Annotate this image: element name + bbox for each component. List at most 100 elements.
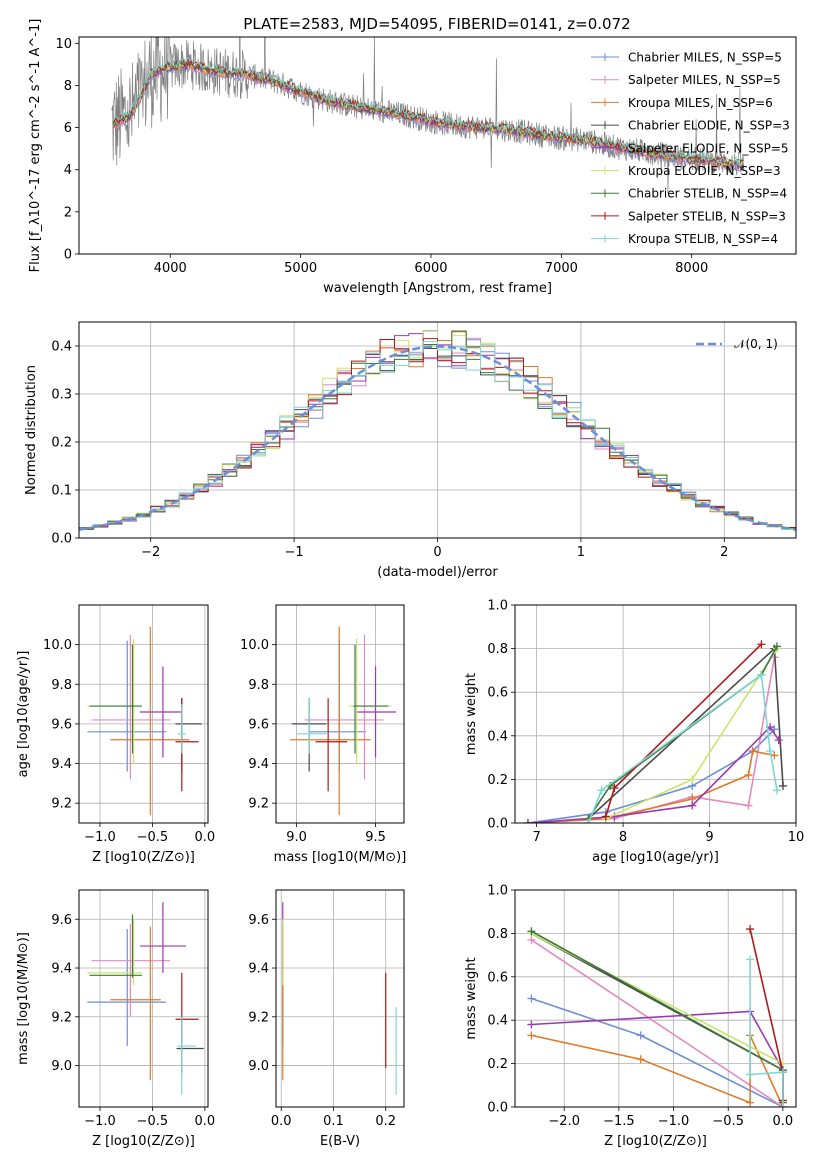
x-tick-label: 8: [619, 830, 627, 845]
x-axis-label: wavelength [Angstrom, rest frame]: [323, 281, 552, 296]
y-axis-label: mass [log10(M/M⊙)]: [16, 932, 31, 1065]
x-axis-label: age [log10(age/yr)]: [592, 850, 719, 865]
weight-point-kroupa_stelib: [746, 955, 755, 964]
y-tick-label: 9.6: [51, 717, 72, 732]
axes-frame: [514, 604, 797, 824]
y-tick-label: 9.4: [51, 757, 72, 772]
panel-z_weight: −2.0 −1.5 −1.0 −0.5 0.0 0.0 0.2 0.4 0.6 0.8 1.0 Z […: [464, 884, 797, 1149]
panel-z_age: −1.0 −0.5 0.0 9.2 9.4 9.6 9.8 10.0 Z [log10(Z/Z⊙…: [16, 604, 216, 865]
y-tick-label: 9.6: [51, 913, 72, 928]
axes-frame: [514, 889, 797, 1108]
x-tick-label: 0.0: [271, 1114, 292, 1129]
y-tick-label: 0.6: [487, 970, 508, 985]
y-tick-label: 10.0: [240, 638, 269, 653]
y-tick-label: 9.4: [51, 962, 72, 977]
y-tick-label: 10.0: [43, 638, 72, 653]
weight-point-chabrier_elodie: [779, 781, 788, 790]
weight-point-salpeter_stelib: [610, 784, 619, 793]
observed-spectrum: [111, 37, 744, 194]
weight-point-salpeter_elodie: [774, 736, 783, 745]
normal-curve: [79, 345, 796, 531]
model-chabrier_stelib: [112, 59, 745, 167]
panel-mass_age: 9.0 9.5 9.2 9.4 9.6 9.8 10.0 mass [log10(M/M⊙)]: [240, 604, 407, 865]
panel-ebv_mass: 0.0 0.1 0.2 9.0 9.2 9.4 9.6 E(B-V): [248, 889, 405, 1149]
legend-label: Chabrier MILES, N_SSP=5: [628, 51, 782, 65]
y-tick-label: 0.4: [487, 1014, 508, 1029]
legend: Chabrier MILES, N_SSP=5 Salpeter MILES, N…: [591, 51, 790, 246]
y-tick-label: 2: [64, 205, 72, 220]
plot-area-residuals: [79, 330, 796, 531]
weight-point-kroupa_miles: [746, 1098, 755, 1107]
y-tick-label: 0.8: [487, 927, 508, 942]
weight-point-salpeter_elodie: [688, 801, 697, 810]
y-tick-label: 9.6: [248, 717, 269, 732]
y-tick-label: 0.0: [51, 532, 72, 547]
weight-point-kroupa_miles: [636, 1055, 645, 1064]
weight-point-salpeter_miles: [744, 801, 753, 810]
y-tick-label: 9.2: [51, 797, 72, 812]
model-kroupa_stelib: [112, 57, 745, 166]
x-axis-label: Z [log10(Z/Z⊙)]: [604, 1134, 707, 1149]
panel-spectrum: 4000 5000 6000 7000 8000 0 2 4 6 8 10 wavelength [A…: [28, 19, 797, 296]
x-tick-label: 0.0: [773, 1114, 794, 1129]
weight-line-chabrier_miles: [531, 997, 784, 1107]
x-axis-label: E(B-V): [320, 1134, 360, 1149]
legend-label: Kroupa MILES, N_SSP=6: [628, 96, 773, 110]
y-axis-label: mass weight: [464, 957, 479, 1039]
y-tick-label: 9.4: [248, 962, 269, 977]
weight-point-chabrier_miles: [527, 994, 536, 1003]
x-axis-label: (data-model)/error: [377, 565, 498, 580]
x-tick-label: 0.0: [195, 830, 216, 845]
x-axis-label: Z [log10(Z/Z⊙)]: [92, 1134, 195, 1149]
normal-legend-label: 𝒩(0, 1): [734, 337, 778, 351]
x-tick-label: 9: [705, 830, 713, 845]
x-tick-label: −0.5: [712, 1114, 744, 1129]
axes-frame: [78, 36, 797, 255]
plot-area-z_mass: [87, 902, 204, 1095]
y-tick-label: 0.4: [51, 340, 72, 355]
weight-point-kroupa_elodie: [688, 775, 697, 784]
x-tick-label: −0.5: [137, 1114, 169, 1129]
x-axis-label: mass [log10(M/M⊙)]: [274, 850, 407, 865]
x-tick-label: 0.0: [195, 1114, 216, 1129]
axes-frame: [275, 889, 405, 1108]
legend-label: Salpeter ELODIE, N_SSP=5: [628, 141, 789, 155]
y-tick-label: 9.2: [51, 1010, 72, 1025]
y-tick-label: 1.0: [487, 599, 508, 614]
weight-point-kroupa_stelib: [757, 670, 766, 679]
x-tick-label: 0.2: [375, 1114, 396, 1129]
y-tick-label: 9.4: [248, 757, 269, 772]
panel-residuals: −2 −1 0 1 2 0.0 0.1 0.2 0.3 0.4 (data-model)/error…: [24, 321, 797, 580]
y-tick-label: 1.0: [487, 884, 508, 899]
weight-point-salpeter_stelib: [601, 812, 610, 821]
legend-label: Chabrier STELIB, N_SSP=4: [628, 187, 787, 201]
panel-z_mass: −1.0 −0.5 0.0 9.0 9.2 9.4 9.6 Z [log10(Z/Z⊙)] ma…: [16, 889, 216, 1149]
legend-label: Chabrier ELODIE, N_SSP=3: [628, 119, 790, 133]
weight-line-salpeter_miles: [530, 939, 784, 1107]
x-tick-label: −1.0: [84, 830, 116, 845]
y-tick-label: 0: [64, 248, 72, 263]
x-tick-label: 9.5: [365, 830, 386, 845]
y-tick-label: 10: [55, 37, 72, 52]
legend-label: Salpeter STELIB, N_SSP=3: [628, 209, 786, 223]
y-tick-label: 0.2: [51, 436, 72, 451]
axes-frame: [275, 604, 405, 824]
x-tick-label: −1: [285, 545, 304, 560]
weight-point-kroupa_miles: [748, 747, 757, 756]
y-tick-label: 4: [64, 163, 72, 178]
y-tick-label: 0.3: [51, 388, 72, 403]
plot-area-spectrum: [111, 37, 745, 194]
y-tick-label: 9.0: [51, 1059, 72, 1074]
plot-area-age_weight: [523, 640, 788, 823]
x-tick-label: 0: [433, 545, 441, 560]
y-tick-label: 0.1: [51, 484, 72, 499]
weight-point-salpeter_elodie: [527, 1020, 536, 1029]
x-tick-label: −1.0: [658, 1114, 690, 1129]
y-tick-label: 6: [64, 121, 72, 136]
plot-area-z_age: [87, 626, 202, 816]
y-tick-label: 9.0: [248, 1059, 269, 1074]
weight-point-kroupa_stelib: [746, 1070, 755, 1079]
x-tick-label: 2: [720, 545, 728, 560]
weight-point-salpeter_stelib: [746, 925, 755, 934]
weight-point-kroupa_stelib: [597, 786, 606, 795]
